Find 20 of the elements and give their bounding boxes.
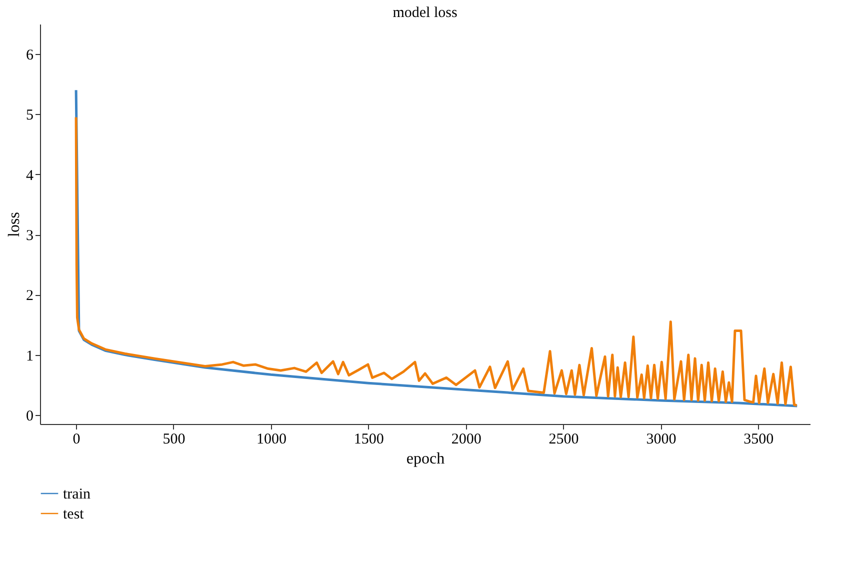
y-axis-title: loss (6, 212, 23, 237)
x-tick-label: 500 (162, 432, 186, 448)
legend-label: train (63, 486, 91, 502)
y-tick-label: 5 (26, 108, 34, 124)
legend-label: test (63, 506, 85, 522)
x-tick-label: 0 (72, 432, 80, 448)
x-tick-label: 1000 (256, 432, 286, 448)
y-tick-label: 3 (26, 228, 34, 244)
y-tick-label: 2 (26, 288, 34, 304)
y-tick-label: 1 (26, 348, 34, 364)
y-tick-label: 0 (26, 408, 34, 424)
x-tick-label: 1500 (354, 432, 384, 448)
x-tick-label: 2500 (548, 432, 579, 448)
x-tick-label: 3500 (744, 432, 774, 448)
y-tick-label: 6 (26, 48, 34, 64)
chart-title: model loss (392, 5, 458, 21)
x-tick-label: 3000 (646, 432, 676, 448)
y-tick-label: 4 (26, 168, 34, 184)
x-tick-label: 2000 (451, 432, 482, 448)
x-axis-title: epoch (406, 450, 445, 468)
